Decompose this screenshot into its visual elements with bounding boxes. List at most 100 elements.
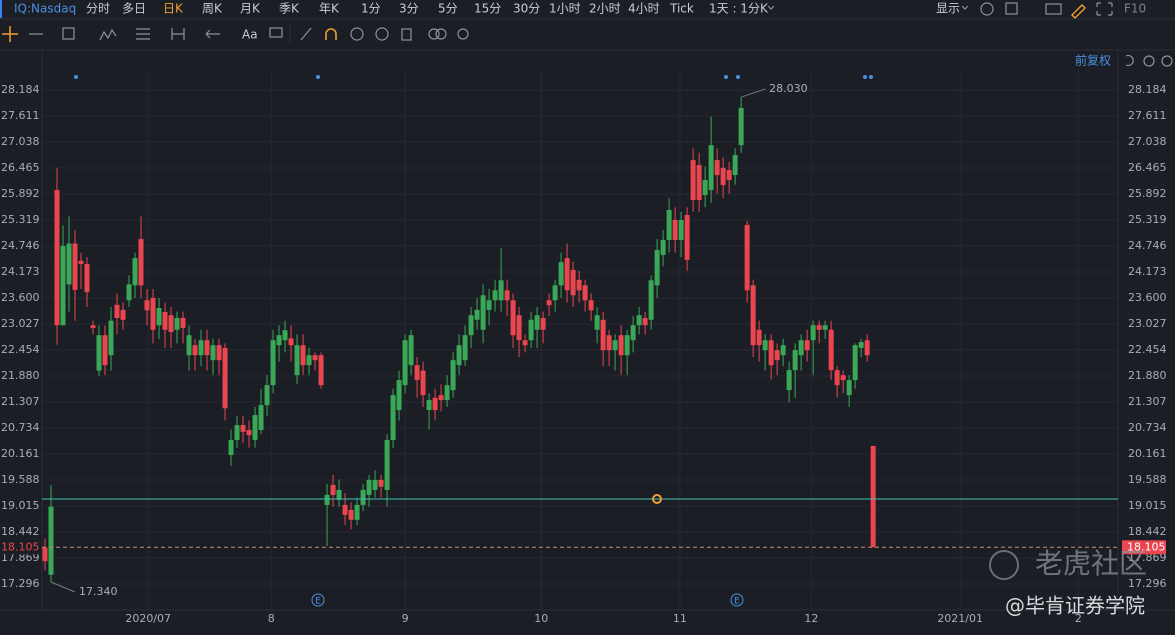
candle-body — [360, 489, 366, 505]
candle-body — [216, 345, 222, 361]
symbol[interactable]: IQ:Nasdaq — [14, 2, 76, 16]
candle-body — [810, 325, 816, 341]
text-tool[interactable]: Aa — [242, 28, 258, 42]
camera-icon[interactable] — [1045, 3, 1062, 15]
candle-body — [438, 395, 444, 401]
x-tick-label: 2021/01 — [937, 612, 983, 625]
candle-body — [162, 312, 168, 330]
candle-body — [648, 280, 654, 320]
y-tick-label-right: 28.184 — [1128, 83, 1167, 96]
period-option[interactable]: 多日 — [122, 2, 146, 16]
x-tick-label: 12 — [804, 612, 818, 625]
candle-body — [426, 400, 432, 411]
candle-body — [372, 479, 378, 490]
settings-icon[interactable] — [980, 2, 994, 16]
candle-body — [576, 279, 582, 291]
candle-body — [258, 405, 264, 431]
y-tick-label: 21.880 — [1, 369, 40, 382]
y-tick-label: 22.454 — [1, 343, 40, 356]
note-tool[interactable] — [269, 27, 283, 38]
arrow-tool[interactable] — [205, 29, 220, 39]
checkbox-icon[interactable] — [1005, 2, 1018, 15]
period-option[interactable]: 3分 — [399, 2, 419, 16]
candle-body — [732, 155, 738, 176]
magnet-tool[interactable] — [325, 28, 337, 40]
hline-handle[interactable] — [652, 493, 662, 504]
candle-body — [66, 243, 72, 285]
period-option[interactable]: 日K — [163, 2, 184, 16]
y-tick-label: 26.465 — [1, 161, 40, 174]
period-option[interactable]: 周K — [202, 2, 223, 16]
y-tick-label-right: 27.611 — [1128, 109, 1167, 122]
draw-settings[interactable] — [457, 28, 469, 40]
candle-body — [102, 335, 108, 366]
x-tick-label: 9 — [402, 612, 409, 625]
hide-tool[interactable] — [375, 27, 389, 41]
period-option[interactable]: Tick — [669, 2, 694, 16]
adjust-mode[interactable]: 前复权 — [1075, 53, 1111, 68]
period-option[interactable]: 2小时 — [589, 2, 621, 16]
period-setting[interactable]: 1天 : 1分K — [709, 2, 769, 16]
lock-tool[interactable] — [350, 27, 364, 41]
period-option[interactable]: 年K — [319, 2, 340, 16]
f10-button[interactable]: F10 — [1124, 2, 1146, 16]
last-price-tag — [1122, 540, 1166, 555]
zoom-out-icon[interactable] — [1143, 55, 1155, 67]
dropdown-arrow — [961, 5, 969, 10]
candle-body — [288, 338, 294, 346]
pattern-tool[interactable] — [99, 28, 117, 41]
period-option[interactable]: 分时 — [86, 2, 110, 16]
candle-body — [456, 345, 462, 366]
candle-body — [318, 355, 324, 386]
crosshair-tool[interactable] — [2, 26, 18, 42]
candle-body — [570, 269, 576, 296]
candle-body — [528, 319, 534, 341]
pencil-tool[interactable] — [300, 27, 312, 41]
watermark-author: @毕肯证券学院 — [1005, 594, 1145, 618]
period-option[interactable]: 5分 — [438, 2, 458, 16]
x-tick-label: 11 — [673, 612, 687, 625]
period-option[interactable]: 1分 — [361, 2, 381, 16]
fullscreen-icon[interactable] — [1096, 2, 1113, 16]
event-marker[interactable] — [730, 593, 744, 607]
low-label: 17.340 — [79, 585, 118, 598]
period-option[interactable]: 季K — [279, 2, 300, 16]
fib-tool[interactable] — [136, 28, 150, 40]
event-marker[interactable] — [311, 593, 325, 607]
candle-body — [486, 300, 492, 310]
period-option[interactable]: 30分 — [513, 2, 540, 16]
candle-body — [780, 345, 786, 356]
period-option[interactable]: 1小时 — [549, 2, 581, 16]
candle-body — [792, 350, 798, 371]
candle-body — [804, 340, 810, 351]
candle-body — [204, 340, 210, 356]
y-tick-label-right: 21.880 — [1128, 369, 1167, 382]
y-tick-label-right: 24.746 — [1128, 239, 1167, 252]
y-tick-label-right: 19.015 — [1128, 499, 1167, 512]
y-tick-label: 17.296 — [1, 577, 40, 590]
candle-body — [600, 319, 606, 351]
measure-tool[interactable] — [171, 28, 185, 40]
candle-body — [618, 335, 624, 356]
period-option[interactable]: 4小时 — [628, 2, 660, 16]
period-option[interactable]: 15分 — [474, 2, 501, 16]
period-option[interactable]: 月K — [240, 2, 261, 16]
candle-body — [726, 170, 732, 181]
y-tick-label: 25.892 — [1, 187, 40, 200]
event-label: E — [315, 597, 321, 607]
link-tool[interactable] — [428, 28, 440, 40]
candle-body — [228, 440, 234, 455]
y-tick-label: 24.173 — [1, 265, 40, 278]
y-tick-label: 27.611 — [1, 109, 40, 122]
shape-tool[interactable] — [62, 27, 75, 40]
candle-body — [798, 340, 804, 356]
display-menu[interactable]: 显示 — [936, 2, 960, 16]
zoom-in-icon[interactable] — [1161, 55, 1173, 67]
candle-body — [498, 280, 504, 301]
delete-tool[interactable] — [401, 28, 412, 41]
candle-body — [744, 224, 750, 291]
undo-icon[interactable] — [1125, 54, 1134, 67]
pen-icon[interactable] — [1071, 4, 1086, 19]
candle-body — [462, 335, 468, 361]
candle-body — [186, 335, 192, 356]
